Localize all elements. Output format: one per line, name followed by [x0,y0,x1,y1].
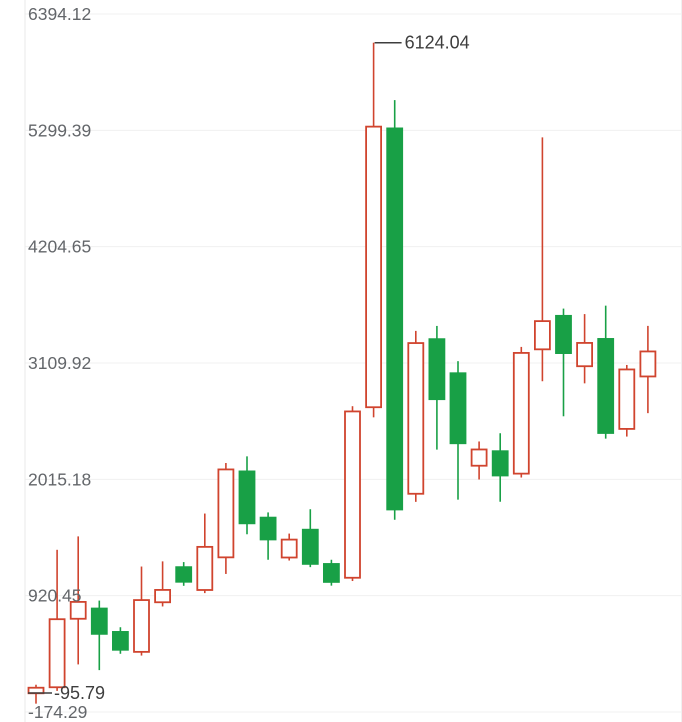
min-marker-label: -95.79 [54,683,105,703]
y-axis-label: 920.45 [28,586,82,606]
y-axis-label: 4204.65 [28,237,91,257]
candlestick [196,513,214,594]
candlestick [491,433,509,502]
candlestick [386,100,404,520]
max-marker-label: 6124.04 [405,33,470,53]
bullish-candle-body [407,342,425,495]
bearish-candle-body [449,372,467,445]
bearish-candle-body [555,314,572,354]
bullish-candle-body [618,368,636,430]
y-axis-label: 5299.39 [28,120,91,140]
y-axis-label: 3109.92 [28,353,91,373]
candlestick [133,566,150,656]
bearish-candle-body [322,563,340,583]
bullish-candle-body [280,538,298,559]
candlestick [280,533,298,561]
bullish-candle-body [217,468,235,559]
y-axis-label: 6394.12 [28,4,91,24]
candlestick [27,684,45,704]
candlestick [69,536,87,665]
candlestick [344,406,361,582]
bearish-candle-body [238,470,256,525]
bullish-candle-body [365,125,383,409]
bullish-candle-body [196,545,214,591]
candlestick [534,137,551,382]
bullish-candle-body [154,589,172,604]
bullish-candle-body [133,599,150,653]
candlestick [238,456,256,535]
bearish-candle-body [112,631,129,651]
bearish-candle-body [301,528,319,565]
bearish-candle-body [259,516,277,541]
y-axis-label: 2015.18 [28,469,91,489]
bearish-candle-body [175,566,193,583]
bullish-candle-body [512,352,530,475]
candlestick [597,305,615,439]
candlestick [470,441,488,480]
bullish-candle-body [69,601,87,620]
bearish-candle-body [597,338,615,434]
candlestick [407,330,425,502]
bullish-candle-body [48,618,66,689]
candlestick [259,512,277,560]
candlestick [90,600,108,671]
bullish-candle-body [534,320,551,351]
candlestick [301,509,319,568]
candlestick [365,42,383,418]
bearish-candle-body [90,607,108,635]
candlestick [639,325,657,414]
candlestick [428,325,446,450]
bearish-candle-body [428,338,446,401]
candlestick [576,314,593,384]
candlestick [555,308,572,417]
bullish-candle-body [576,342,593,368]
candlestick [449,361,467,500]
candlestick [112,627,129,654]
candlestick [322,559,340,586]
candlestick [48,549,66,691]
bullish-candle-body [639,350,657,378]
candlestick [175,562,193,586]
bullish-candle-body [470,448,488,467]
candlestick [512,346,530,478]
bullish-candle-body [344,410,361,579]
candlestick [217,462,235,574]
candlestick [154,561,172,607]
candlestick [618,364,636,437]
bearish-candle-body [491,450,509,477]
y-axis-label: -174.29 [28,702,87,722]
bearish-candle-body [386,127,404,511]
